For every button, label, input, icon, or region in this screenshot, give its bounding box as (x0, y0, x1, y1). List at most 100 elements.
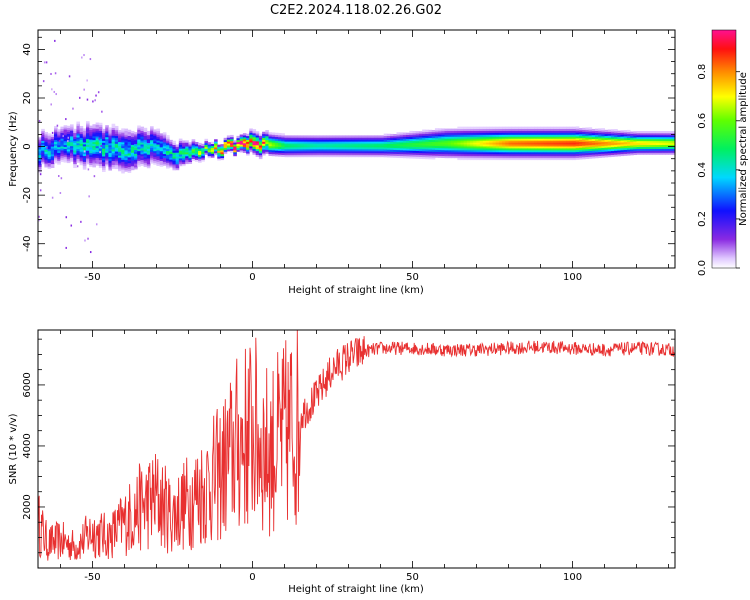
spectrogram-cell (178, 144, 183, 147)
spectrogram-cell (57, 131, 61, 134)
spectrogram-noise-cell (50, 72, 52, 75)
spectrogram-cell (329, 137, 333, 140)
spectrogram-cell (150, 159, 154, 162)
spectrogram-cell (255, 144, 260, 148)
spectrogram-cell (230, 142, 234, 146)
spectrogram-cell (585, 152, 589, 156)
spectrogram-cell (121, 163, 125, 166)
spectrogram-cell (214, 143, 218, 146)
spectrogram-cell (575, 143, 580, 147)
spectrogram-cell (140, 132, 145, 135)
spectrogram-cell (358, 149, 362, 152)
spectrogram-cell (524, 148, 529, 151)
spectrogram-cell (47, 166, 52, 169)
spectrogram-cell (668, 140, 673, 144)
spectrogram-cell (153, 139, 157, 142)
spectrogram-cell (345, 149, 349, 152)
spectrogram-cell (118, 137, 122, 141)
spectrogram-cell (658, 131, 663, 134)
spectrogram-cell (486, 132, 490, 135)
spectrogram-cell (220, 157, 225, 161)
spectrogram-cell (44, 163, 49, 166)
spectrogram-cell (210, 155, 215, 158)
spectrogram-cell (265, 147, 269, 150)
spectrogram-cell (140, 138, 145, 141)
spectrogram-cell (118, 151, 122, 154)
spectrogram-cell (348, 141, 353, 144)
spectrogram-cell (156, 140, 161, 143)
spectrogram-cell (50, 136, 55, 139)
spectrogram-cell (428, 155, 433, 158)
spectrogram-cell (412, 136, 417, 140)
spectrogram-cell (73, 152, 77, 155)
spectrogram-cell (306, 135, 311, 138)
spectrogram-cell (153, 154, 157, 157)
spectrogram-cell (470, 138, 474, 141)
spectrogram-cell (89, 141, 93, 144)
spectrogram-cell (316, 154, 321, 158)
spectrogram-cell (358, 152, 362, 156)
spectrogram-cell (124, 146, 129, 149)
spectrogram-cell (502, 153, 506, 157)
spectrogram-cell (514, 155, 519, 159)
spectrogram-cell (431, 137, 436, 141)
spectrogram-cell (505, 128, 509, 131)
spectrogram-cell (70, 149, 74, 152)
spectrogram-cell (470, 146, 474, 149)
spectrogram-cell (502, 128, 506, 131)
spectrogram-cell (399, 153, 404, 157)
spectrogram-cell (111, 158, 116, 162)
spectrogram-cell (623, 147, 628, 150)
spectrogram-cell (383, 135, 388, 138)
spectrogram-noise-cell (99, 151, 101, 154)
spectrogram-cell (479, 148, 484, 151)
spectrogram-cell (495, 140, 500, 143)
spectrogram-cell (127, 133, 132, 136)
spectrogram-cell (476, 140, 481, 143)
spectrogram-cell (287, 137, 292, 140)
spectrogram-cell (582, 151, 586, 154)
spectrogram-cell (358, 154, 362, 158)
spectrogram-cell (66, 133, 71, 136)
spectrogram-cell (105, 158, 109, 161)
spectrogram-cell (111, 137, 116, 140)
spectrogram-cell (178, 154, 183, 157)
spectrogram-cell (166, 166, 170, 169)
spectrogram-cell (508, 144, 513, 147)
spectrogram-cell (230, 146, 234, 149)
spectrogram-cell (543, 153, 548, 157)
spectrogram-cell (658, 148, 663, 151)
spectrogram-cell (505, 126, 509, 129)
spectrogram-cell (188, 153, 193, 157)
spectrogram-cell (636, 148, 641, 151)
spectrogram-cell (313, 154, 317, 158)
spectrogram-cell (671, 144, 675, 147)
spectrogram-cell (294, 139, 298, 142)
spectrogram-cell (169, 163, 173, 166)
spectrogram-cell (198, 148, 202, 152)
spectrogram-cell (594, 151, 599, 155)
spectrogram-cell (482, 136, 487, 139)
spectrogram-cell (617, 136, 621, 139)
spectrogram-cell (422, 133, 426, 136)
spectrogram-cell (553, 142, 557, 145)
spectrogram-cell (572, 153, 577, 157)
spectrogram-cell (326, 147, 330, 150)
spectrogram-y-tick-label: -20 (22, 187, 33, 203)
spectrogram-cell (230, 134, 234, 138)
spectrogram-cell (79, 151, 84, 154)
spectrogram-cell (594, 128, 599, 132)
spectrogram-cell (246, 147, 250, 150)
spectrogram-cell (505, 157, 509, 161)
spectrogram-cell (575, 145, 580, 149)
spectrogram-cell (502, 155, 506, 159)
spectrogram-cell (137, 164, 141, 167)
spectrogram-cell (223, 145, 228, 148)
spectrogram-cell (639, 150, 644, 153)
spectrogram-cell (102, 128, 106, 132)
spectrogram-cell (150, 153, 154, 156)
spectrogram-cell (575, 149, 580, 153)
spectrogram-cell (127, 160, 132, 164)
spectrogram-cell (262, 135, 266, 138)
spectrogram-cell (175, 158, 180, 161)
